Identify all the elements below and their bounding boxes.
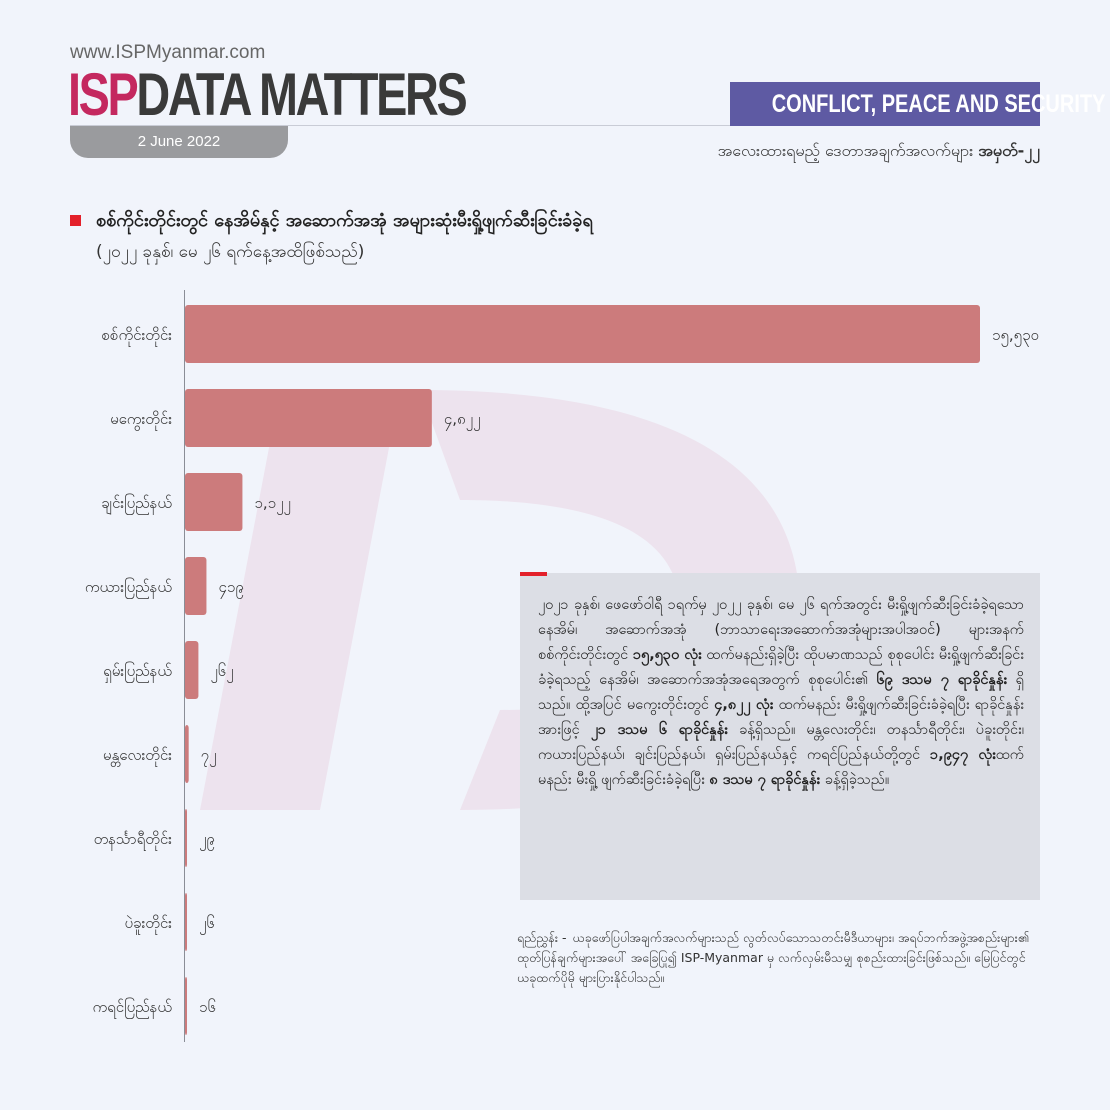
source-note: ရည်ညွှန်း - ယခုဖော်ပြပါအချက်အလက်များသည် … — [517, 928, 1042, 988]
summary-part: ထက်မနည်း မီးရှို့ဖျက်ဆီးခြင်းခံခဲ့ရပြီး … — [538, 697, 1024, 738]
bar — [185, 809, 187, 867]
category-banner: CONFLICT, PEACE AND SECURITY — [730, 82, 1105, 126]
bar — [185, 725, 189, 783]
summary-part: ရှိသည်။ ထို့အပြင် မကွေးတိုင်းတွင် — [538, 672, 1024, 713]
summary-part: ခန့်ရှိခဲ့သည်။ — [820, 772, 890, 788]
category-label: စစ်ကိုင်းတိုင်း — [102, 326, 173, 347]
value-label: ၁၅,၅၃၀ — [992, 326, 1039, 347]
chart-heading: စစ်ကိုင်းတိုင်းတွင် နေအိမ်နှင့် အဆောက်အအ… — [96, 208, 1056, 264]
summary-section: ၂၀၂၁ ခုနှစ်၊ ဖေဖော်ဝါရီ ၁ရက်မှ ၂၀၂၂ ခုနှ… — [517, 572, 1042, 988]
value-label: ၄,၈၂၂ — [444, 410, 481, 431]
header-divider — [70, 125, 1040, 126]
summary-accent-line — [520, 572, 547, 576]
source-note-text: ယခုဖော်ပြပါအချက်အလက်များသည် လွတ်လပ်သောသတ… — [517, 930, 1029, 985]
bar — [185, 473, 243, 531]
value-label: ၂၆၂ — [210, 662, 233, 683]
source-note-label: ရည်ညွှန်း - — [517, 930, 567, 945]
chart-subtitle: (၂၀၂၂ ခုနှစ်၊ မေ ၂၆ ရက်နေ့အထိဖြစ်သည်) — [96, 242, 365, 262]
logo-data-matters: DATA MATTERS — [136, 61, 467, 128]
website-url: www.ISPMyanmar.com — [70, 42, 266, 63]
category-label: ကယားပြည်နယ် — [85, 577, 172, 599]
summary-highlight: ၁,၉၄၇ လုံး — [930, 747, 996, 763]
category-label: ပဲခူးတိုင်း — [124, 914, 172, 935]
series-label: အလေးထားရမည့် ဒေတာအချက်အလက်များ အမှတ်-၂၂ — [718, 140, 1040, 164]
summary-part: ခန့်ရှိသည်။ မန္တလေးတိုင်း၊ တနင်္သာရီတိုင… — [538, 722, 1025, 763]
bar — [185, 641, 199, 699]
category-label: CONFLICT, PEACE AND SECURITY — [771, 90, 1106, 118]
category-label: ကရင်ပြည်နယ် — [92, 997, 172, 1019]
summary-part: ထက်မနည်းရှိခဲ့ပြီး ထိုပမာဏသည် စုစုပေါင်း… — [538, 647, 1024, 688]
value-label: ၁၆ — [199, 998, 216, 1016]
chart-title: စစ်ကိုင်းတိုင်းတွင် နေအိမ်နှင့် အဆောက်အအ… — [96, 210, 593, 231]
bar — [185, 893, 187, 951]
logo-isp: ISP — [68, 61, 139, 128]
summary-highlight: ၁၅,၅၃၀ လုံး — [632, 647, 702, 663]
bar — [185, 389, 432, 447]
category-label: မန္တလေးတိုင်း — [103, 746, 172, 767]
value-label: ၁,၁၂၂ — [254, 494, 290, 515]
category-label: ရှမ်းပြည်နယ် — [103, 661, 172, 683]
date-badge: 2 June 2022 — [70, 126, 288, 158]
bar — [185, 305, 980, 363]
value-label: ၇၂ — [201, 746, 217, 767]
summary-part: ၂၀၂၁ ခုနှစ်၊ ဖေဖော်ဝါရီ ၁ရက်မှ ၂၀၂၂ ခုနှ… — [538, 597, 1024, 663]
category-label: တနင်္သာရီတိုင်း — [94, 830, 173, 851]
bar — [185, 977, 187, 1035]
summary-highlight: ၈ ဒသမ ၇ ရာခိုင်နှုန်း — [709, 772, 821, 788]
series-number: အမှတ်-၂၂ — [978, 141, 1040, 160]
category-label: မကွေးတိုင်း — [110, 410, 172, 431]
value-label: ၂၆ — [199, 914, 215, 935]
summary-highlight: ၆၉ ဒသမ ၇ ရာခိုင်နှုန်း — [876, 672, 1008, 688]
value-label: ၄၁၉ — [218, 578, 243, 599]
logo: ISPDATA MATTERS — [68, 61, 468, 128]
bar — [185, 557, 207, 615]
summary-box: ၂၀၂၁ ခုနှစ်၊ ဖေဖော်ဝါရီ ၁ရက်မှ ၂၀၂၂ ခုနှ… — [520, 572, 1040, 900]
series-text: အလေးထားရမည့် ဒေတာအချက်အလက်များ — [717, 141, 974, 160]
summary-highlight: ၂၁ ဒသမ ၆ ရာခိုင်နှုန်း — [590, 722, 728, 738]
summary-part: ထက်မနည်း မီးရှို့ ဖျက်ဆီးခြင်းခံခဲ့ရပြီး — [538, 747, 1024, 788]
value-label: ၂၉ — [199, 830, 215, 851]
summary-text: ၂၀၂၁ ခုနှစ်၊ ဖေဖော်ဝါရီ ၁ရက်မှ ၂၀၂၂ ခုနှ… — [538, 593, 1024, 793]
title-marker-icon — [70, 215, 81, 226]
category-label: ချင်းပြည်နယ် — [101, 493, 172, 515]
summary-highlight: ၄,၈၂၂ လုံး — [714, 697, 774, 713]
